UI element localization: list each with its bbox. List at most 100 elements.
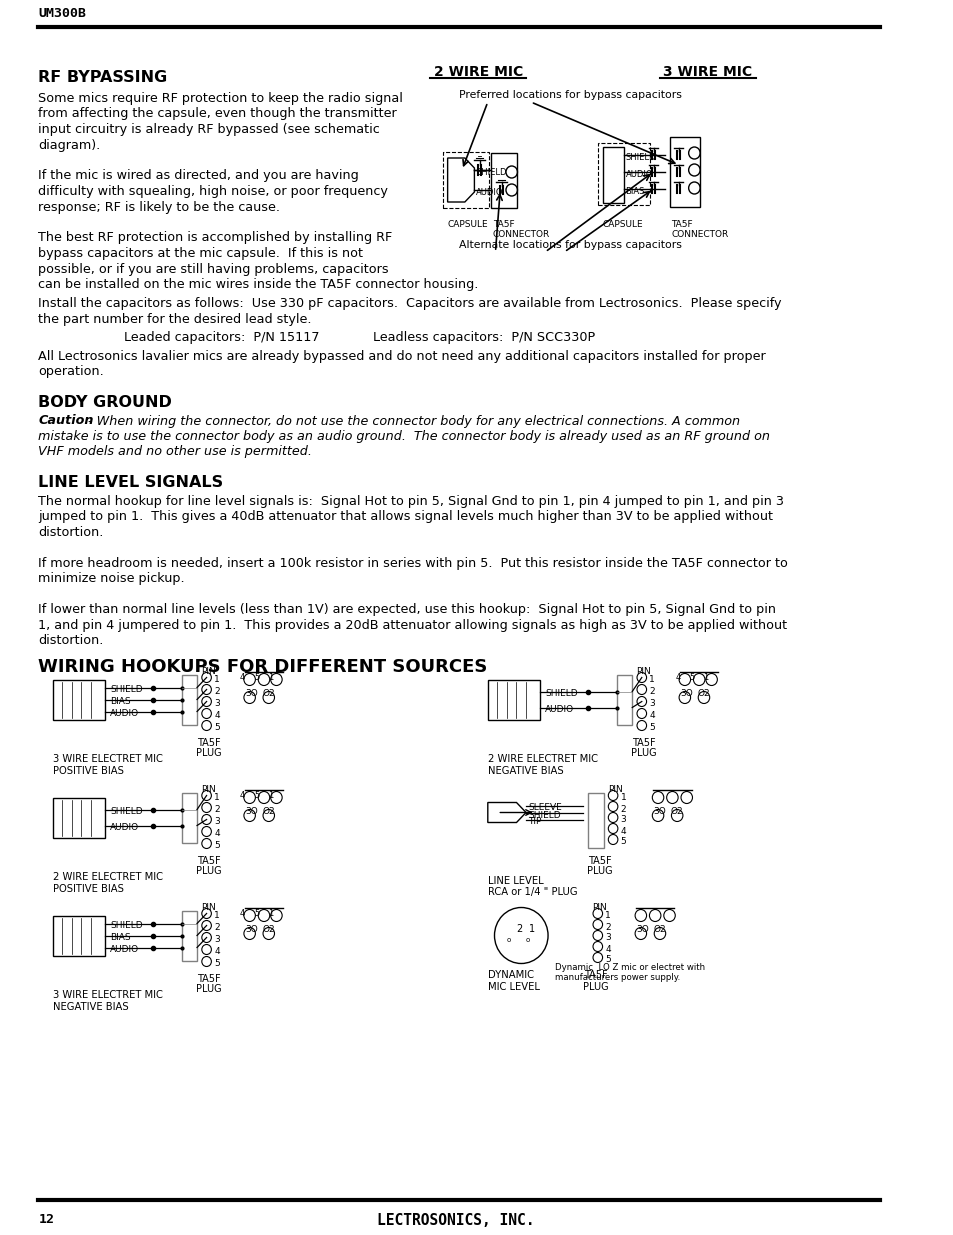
Text: jumped to pin 1.  This gives a 40dB attenuator that allows signal levels much hi: jumped to pin 1. This gives a 40dB atten… [38,510,773,522]
Text: SHIELD: SHIELD [110,921,142,930]
Text: SHIELD: SHIELD [544,689,578,699]
Text: PLUG: PLUG [195,866,221,876]
Text: 4: 4 [675,673,679,682]
Text: If more headroom is needed, insert a 100k resistor in series with pin 5.  Put th: If more headroom is needed, insert a 100… [38,557,787,569]
Text: 4: 4 [240,673,245,682]
Bar [602,147,623,203]
Text: 5: 5 [689,673,694,682]
Text: 2: 2 [214,688,219,697]
Bar [52,679,105,720]
Text: 3 WIRE MIC: 3 WIRE MIC [662,65,752,79]
Text: Some mics require RF protection to keep the radio signal: Some mics require RF protection to keep … [38,91,403,105]
Text: distortion.: distortion. [38,634,104,647]
Text: 5: 5 [214,724,220,732]
Text: distortion.: distortion. [38,526,104,538]
Text: 3O: 3O [636,925,648,935]
Text: Install the capacitors as follows:  Use 330 pF capacitors.  Capacitors are avail: Install the capacitors as follows: Use 3… [38,298,781,310]
Text: NEGATIVE BIAS: NEGATIVE BIAS [487,766,563,776]
Text: PLUG: PLUG [582,982,608,992]
FancyArrowPatch shape [499,810,531,815]
Text: 1: 1 [528,924,535,934]
Text: 2 WIRE MIC: 2 WIRE MIC [434,65,522,79]
Bar [52,915,105,956]
Text: 1: 1 [268,790,273,799]
Bar [487,679,539,720]
Text: Alternate locations for bypass capacitors: Alternate locations for bypass capacitor… [458,240,681,249]
Text: 3: 3 [605,934,611,942]
Text: UM300B: UM300B [38,7,86,20]
Text: 3: 3 [214,935,220,945]
Text: 1: 1 [268,673,273,682]
Text: WIRING HOOKUPS FOR DIFFERENT SOURCES: WIRING HOOKUPS FOR DIFFERENT SOURCES [38,657,487,676]
Text: 4: 4 [649,711,655,720]
Text: 3O: 3O [245,689,257,699]
Text: RCA or 1/4 " PLUG: RCA or 1/4 " PLUG [487,887,577,897]
Text: Caution: Caution [38,415,93,427]
Text: If lower than normal line levels (less than 1V) are expected, use this hookup:  : If lower than normal line levels (less t… [38,603,776,616]
Text: PLUG: PLUG [630,747,656,757]
Bar [588,793,603,847]
Text: The best RF protection is accomplished by installing RF: The best RF protection is accomplished b… [38,231,392,245]
Text: SHIELD: SHIELD [110,808,142,816]
Text: 1: 1 [620,794,626,803]
Text: AUDIO: AUDIO [110,709,139,719]
Text: AUDIO: AUDIO [544,705,574,715]
Text: 3O: 3O [679,689,692,699]
Text: 3: 3 [214,699,220,709]
Text: TA5F: TA5F [196,737,220,747]
Text: o: o [506,937,511,944]
Text: BIAS: BIAS [110,698,131,706]
Text: 2: 2 [214,805,219,815]
Text: PIN: PIN [636,667,650,677]
Text: RF BYPASSING: RF BYPASSING [38,70,168,85]
Text: 1: 1 [268,909,273,918]
Bar [181,910,197,961]
Text: 3: 3 [649,699,655,709]
Text: TA5F: TA5F [492,220,514,228]
Text: LINE LEVEL SIGNALS: LINE LEVEL SIGNALS [38,475,223,490]
Text: the part number for the desired lead style.: the part number for the desired lead sty… [38,312,312,326]
Text: O2: O2 [653,925,665,935]
Text: 3O: 3O [245,925,257,935]
Bar [181,793,197,842]
Text: 4: 4 [620,826,626,836]
Text: O2: O2 [262,689,274,699]
Text: LECTROSONICS, INC.: LECTROSONICS, INC. [377,1213,535,1228]
Text: Leaded capacitors:  P/N 15117: Leaded capacitors: P/N 15117 [124,331,319,343]
Text: 4: 4 [240,790,245,799]
Text: 3 WIRE ELECTRET MIC: 3 WIRE ELECTRET MIC [52,755,162,764]
Text: MIC LEVEL: MIC LEVEL [487,982,539,992]
Text: 5: 5 [649,724,655,732]
Text: possible, or if you are still having problems, capacitors: possible, or if you are still having pro… [38,263,389,275]
Text: 2: 2 [605,923,611,931]
Text: Leadless capacitors:  P/N SCC330P: Leadless capacitors: P/N SCC330P [373,331,595,343]
Text: O2: O2 [670,808,682,816]
Text: PLUG: PLUG [586,866,612,876]
Text: BIAS: BIAS [625,186,644,196]
Text: If the mic is wired as directed, and you are having: If the mic is wired as directed, and you… [38,169,358,183]
Text: mistake is to use the connector body as an audio ground.  The connector body is : mistake is to use the connector body as … [38,430,769,443]
Text: 3: 3 [620,815,626,825]
Text: PLUG: PLUG [195,747,221,757]
Text: 4: 4 [214,947,219,956]
Text: 3: 3 [214,818,220,826]
Text: 12: 12 [38,1213,54,1226]
Text: o: o [525,937,530,944]
Text: SHIELD: SHIELD [625,153,656,162]
Text: SHIELD: SHIELD [527,810,560,820]
Text: BIAS: BIAS [110,934,131,942]
Text: PIN: PIN [201,904,215,913]
Text: 2: 2 [649,688,655,697]
Text: CAPSULE: CAPSULE [447,220,488,228]
Text: diagram).: diagram). [38,138,100,152]
Bar [181,674,197,725]
Text: 1: 1 [649,676,655,684]
Text: NEGATIVE BIAS: NEGATIVE BIAS [52,1002,128,1011]
Text: 1: 1 [214,911,220,920]
Text: TA5F: TA5F [196,973,220,983]
Text: 3 WIRE ELECTRET MIC: 3 WIRE ELECTRET MIC [52,990,162,1000]
Text: Preferred locations for bypass capacitors: Preferred locations for bypass capacitor… [458,90,681,100]
Text: AUDIO: AUDIO [625,170,653,179]
Text: CONNECTOR: CONNECTOR [492,230,549,240]
Text: PIN: PIN [201,667,215,677]
